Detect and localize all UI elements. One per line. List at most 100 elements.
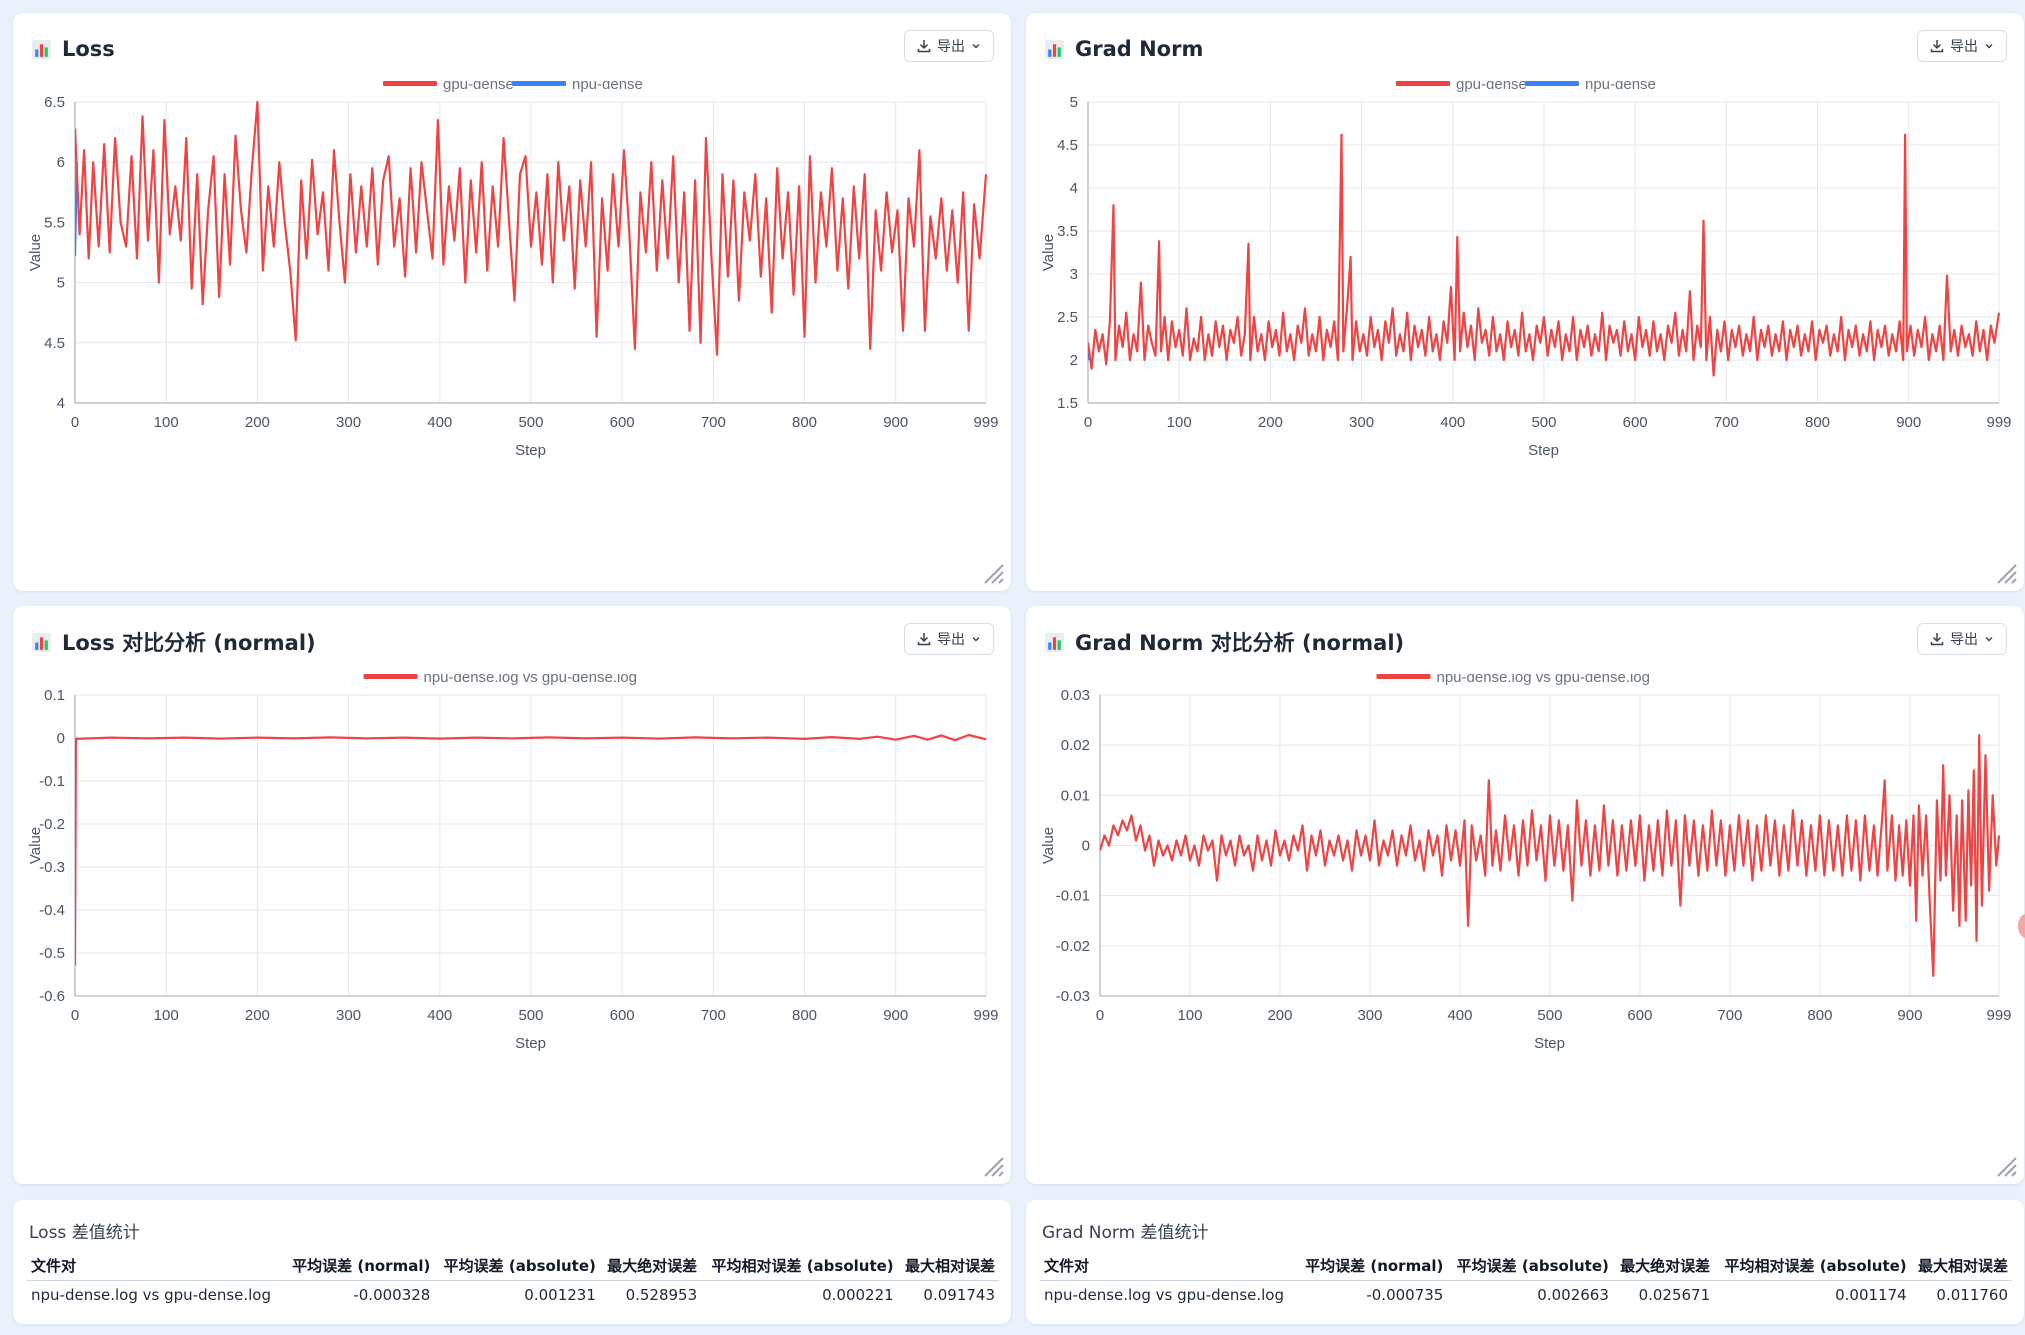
- x-tick-label: 700: [701, 414, 726, 431]
- x-tick-label: 900: [883, 414, 908, 431]
- download-icon: [917, 40, 931, 53]
- y-tick-label: 4.5: [1057, 137, 1078, 154]
- y-tick-label: 0.01: [1061, 787, 1090, 804]
- series-line: [75, 733, 987, 966]
- y-tick-label: -0.01: [1056, 888, 1090, 905]
- x-tick-label: 0: [71, 414, 79, 431]
- x-tick-label: 600: [1627, 1007, 1652, 1024]
- x-tick-label: 800: [792, 1007, 817, 1024]
- y-tick-label: 4.5: [44, 335, 65, 352]
- export-label: 导出: [937, 39, 965, 55]
- x-tick-label: 500: [1537, 1007, 1562, 1024]
- resize-handle-icon[interactable]: [975, 555, 1005, 585]
- resize-handle-icon[interactable]: [1988, 555, 2018, 585]
- x-axis-label: Step: [1534, 1035, 1565, 1052]
- y-tick-label: -0.02: [1056, 938, 1090, 955]
- table-cell: 0.011760: [1936, 1286, 2008, 1304]
- x-tick-label: 0: [71, 1007, 79, 1024]
- column-header: 文件对: [1040, 1252, 1297, 1281]
- table-cell: -0.000735: [1366, 1286, 1444, 1304]
- x-tick-label: 600: [610, 1007, 635, 1024]
- y-tick-label: 2: [1070, 352, 1078, 369]
- legend-swatch: [383, 81, 437, 86]
- column-header: 最大绝对误差: [1612, 1252, 1715, 1281]
- y-tick-label: -0.4: [39, 902, 65, 919]
- y-tick-label: 5: [1070, 94, 1078, 111]
- y-tick-label: 3.5: [1057, 223, 1078, 240]
- table-cell: 0.091743: [923, 1286, 995, 1304]
- chevron-down-icon: [972, 44, 980, 49]
- legend-swatch: [363, 674, 418, 679]
- x-tick-label: 100: [1177, 1007, 1202, 1024]
- y-tick-label: 0.03: [1061, 687, 1090, 704]
- x-tick-label: 400: [427, 1007, 452, 1024]
- chart-title: Loss: [62, 37, 115, 61]
- x-tick-label: 0: [1084, 414, 1092, 431]
- scroll-indicator[interactable]: [2018, 914, 2025, 938]
- table-row: npu-dense.log vs gpu-dense.log -0.000328…: [27, 1281, 999, 1310]
- x-tick-label: 300: [336, 414, 361, 431]
- x-tick-label: 600: [1623, 414, 1648, 431]
- stats-title: Grad Norm 差值统计: [1042, 1223, 1209, 1243]
- y-tick-label: -0.03: [1056, 988, 1090, 1005]
- y-tick-label: -0.2: [39, 816, 65, 833]
- bar-chart-icon: [32, 632, 51, 652]
- export-button[interactable]: 导出: [904, 30, 994, 62]
- x-tick-label: 999: [973, 1007, 998, 1024]
- x-tick-label: 200: [1267, 1007, 1292, 1024]
- x-tick-label: 400: [1440, 414, 1465, 431]
- x-tick-label: 0: [1096, 1007, 1104, 1024]
- x-tick-label: 500: [518, 1007, 543, 1024]
- bar-chart-icon: [32, 39, 51, 59]
- chevron-down-icon: [1985, 637, 1993, 642]
- x-tick-label: 600: [610, 414, 635, 431]
- x-tick-label: 900: [1897, 1007, 1922, 1024]
- x-tick-label: 700: [1714, 414, 1739, 431]
- stats-title: Loss 差值统计: [29, 1223, 140, 1243]
- y-tick-label: 5.5: [44, 214, 65, 231]
- y-tick-label: 6.5: [44, 94, 65, 111]
- table-cell: 0.528953: [625, 1286, 698, 1304]
- line-chart: gpu-dense npu-dense 4 4.5 5 5.5 6 6.5 0 100 200 300…: [27, 81, 999, 459]
- line-chart: npu-dense.log vs gpu-dense.log -0.03 -0.02…: [1040, 674, 2012, 1052]
- chart-title: Loss 对比分析 (normal): [62, 631, 316, 655]
- column-header: 平均误差 (absolute): [434, 1252, 600, 1281]
- x-tick-label: 100: [154, 414, 179, 431]
- chart-title: Grad Norm 对比分析 (normal): [1075, 631, 1405, 655]
- download-icon: [917, 633, 931, 646]
- legend-label: gpu-dense: [443, 81, 514, 93]
- x-tick-label: 900: [1896, 414, 1921, 431]
- x-tick-label: 300: [1357, 1007, 1382, 1024]
- legend: gpu-dense npu-dense: [383, 81, 643, 93]
- chevron-down-icon: [972, 637, 980, 642]
- bar-chart-icon: [1045, 632, 1064, 652]
- x-tick-label: 800: [792, 414, 817, 431]
- column-header: 平均误差 (normal): [283, 1252, 435, 1281]
- chart-card-grad-norm-comparison: Grad Norm 对比分析 (normal) 导出 npu-dense.log…: [1026, 606, 2024, 1184]
- series-line: [1100, 734, 2001, 977]
- export-button[interactable]: 导出: [1917, 30, 2007, 62]
- x-tick-label: 500: [518, 414, 543, 431]
- x-tick-label: 900: [883, 1007, 908, 1024]
- table-cell: -0.000328: [353, 1286, 431, 1304]
- resize-handle-icon[interactable]: [1988, 1148, 2018, 1178]
- y-tick-label: -0.3: [39, 859, 65, 876]
- y-tick-label: 4: [1070, 180, 1078, 197]
- column-header: 文件对: [27, 1252, 284, 1281]
- y-tick-label: -0.6: [39, 988, 65, 1005]
- export-label: 导出: [1950, 39, 1978, 55]
- export-button[interactable]: 导出: [1917, 623, 2007, 655]
- resize-handle-icon[interactable]: [975, 1148, 1005, 1178]
- column-header: 平均误差 (absolute): [1447, 1252, 1613, 1281]
- card-title: Grad Norm: [1044, 33, 1203, 65]
- y-axis-label: Value: [27, 234, 44, 271]
- series-line: [75, 100, 988, 356]
- export-button[interactable]: 导出: [904, 623, 994, 655]
- table-cell: 0.000221: [822, 1286, 894, 1304]
- x-tick-label: 100: [1167, 414, 1192, 431]
- x-tick-label: 300: [1349, 414, 1374, 431]
- stats-card-loss: Loss 差值统计 文件对 平均误差 (normal) 平均误差 (absolu…: [13, 1200, 1011, 1324]
- line-chart: npu-dense.log vs gpu-dense.log -0.6 -0.5 -0…: [27, 674, 999, 1052]
- x-tick-label: 100: [154, 1007, 179, 1024]
- y-axis-label: Value: [1040, 827, 1057, 864]
